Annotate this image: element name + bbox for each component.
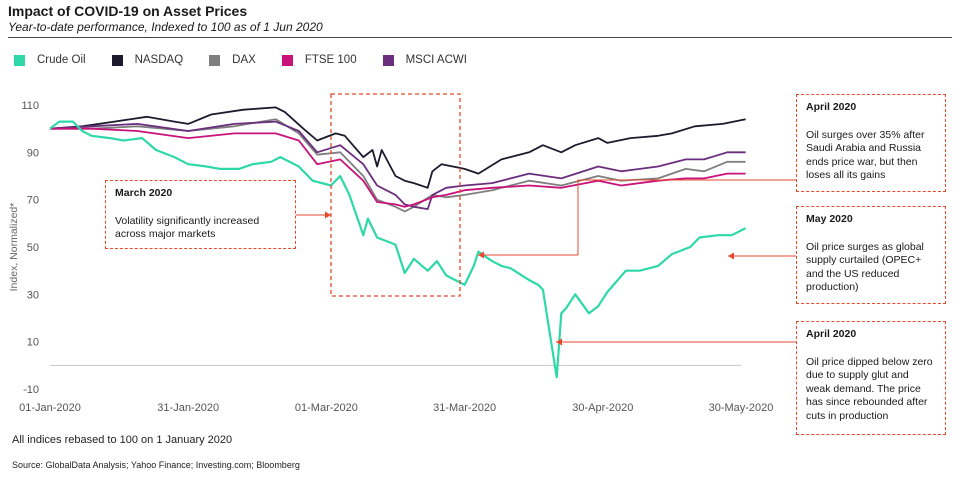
chart-subtitle: Year-to-date performance, Indexed to 100… (8, 20, 323, 34)
legend-label-dax: DAX (232, 54, 256, 66)
x-tick-label: 31-Jan-2020 (157, 402, 219, 414)
annotation-title: May 2020 (806, 213, 853, 225)
legend-label-crude-oil: Crude Oil (37, 54, 86, 66)
connector-april-negative-head (556, 338, 562, 346)
x-tick-label: 01-Jan-2020 (19, 402, 81, 414)
legend-label-nasdaq: NASDAQ (134, 54, 184, 66)
annotation-april-2020-surge: April 2020 Oil surges over 35% after Sau… (796, 94, 946, 192)
axis-ticks: 110 90 70 50 30 10 -10 01-Jan-2020 31-Jan-2020 01… (19, 100, 773, 414)
y-tick-label: 90 (27, 147, 39, 159)
legend-label-msci: MSCI ACWI (405, 54, 467, 66)
y-axis-title: Index, Normalized* (8, 203, 20, 292)
chart-legend: Crude Oil NASDAQ DAX FTSE 100 MSCI ACWI (14, 54, 493, 66)
annotation-text: Volatility significantly increased acros… (115, 214, 260, 241)
annotation-march-2020: March 2020 Volatility significantly incr… (105, 180, 296, 249)
connector-april-surge (577, 179, 796, 255)
legend-swatch-dax (209, 54, 221, 66)
connector-april-surge-arrow-head (478, 251, 484, 259)
y-tick-label: 10 (27, 337, 39, 349)
title-divider (8, 37, 952, 38)
annotation-connectors (296, 93, 796, 346)
y-tick-label: 30 (27, 289, 39, 301)
x-tick-label: 31-Mar-2020 (433, 402, 496, 414)
y-tick-label: 110 (21, 100, 39, 112)
annotation-may-2020: May 2020 Oil price surges as global supp… (796, 206, 946, 304)
annotation-text: Oil surges over 35% after Saudi Arabia a… (806, 128, 925, 182)
chart-title: Impact of COVID-19 on Asset Prices (8, 3, 248, 19)
y-tick-label: 70 (27, 195, 39, 207)
legend-item-ftse: FTSE 100 (281, 54, 357, 66)
y-tick-label: -10 (23, 384, 39, 396)
annotation-text: Oil price surges as global supply curtai… (806, 240, 924, 294)
annotation-title: March 2020 (115, 187, 173, 199)
legend-item-crude-oil: Crude Oil (14, 54, 86, 66)
series-line-ftse-100 (50, 127, 746, 208)
legend-swatch-nasdaq (111, 54, 123, 66)
legend-label-ftse: FTSE 100 (304, 54, 357, 66)
connector-may-head (728, 252, 734, 260)
x-tick-label: 30-Apr-2020 (572, 402, 633, 414)
series-line-nasdaq (49, 106, 746, 189)
annotation-april-2020-negative: April 2020 Oil price dipped below zero d… (796, 321, 946, 435)
series-lines (49, 106, 747, 379)
legend-item-msci: MSCI ACWI (382, 54, 467, 66)
series-line-msci-acwi (49, 120, 746, 211)
series-line-crude-oil (49, 120, 747, 379)
source-note: Source: GlobalData Analysis; Yahoo Finan… (12, 460, 300, 470)
legend-item-dax: DAX (209, 54, 256, 66)
y-tick-label: 50 (27, 242, 39, 254)
legend-swatch-ftse (281, 54, 293, 66)
footnote: All indices rebased to 100 on 1 January … (12, 434, 233, 446)
annotation-title: April 2020 (806, 328, 857, 340)
legend-swatch-msci (382, 54, 394, 66)
march-highlight-region (330, 93, 461, 297)
annotation-title: April 2020 (806, 101, 857, 113)
annotation-text: Oil price dipped below zero due to suppl… (806, 355, 933, 422)
x-tick-label: 30-May-2020 (709, 402, 774, 414)
connector-march-head (325, 211, 331, 219)
x-tick-label: 01-Mar-2020 (295, 402, 358, 414)
legend-swatch-crude-oil (14, 54, 25, 66)
legend-item-nasdaq: NASDAQ (111, 54, 184, 66)
